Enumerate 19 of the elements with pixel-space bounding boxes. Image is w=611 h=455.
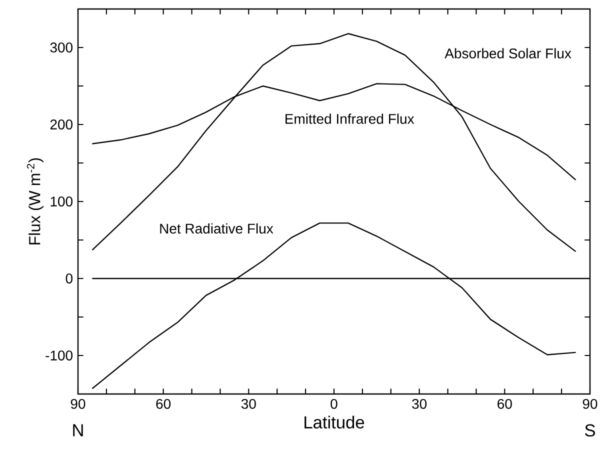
x-tick-label: 90	[582, 398, 598, 409]
y-tick-label: -100	[46, 350, 73, 360]
x-tick-label: 90	[70, 398, 86, 409]
text: N	[73, 424, 83, 436]
x-tick-label: 60	[156, 398, 171, 409]
series-label: Net Radiative Flux	[160, 223, 274, 234]
y-axis-title: Flux (W m$^{-2}$)	[26, 158, 44, 244]
y-tick-label: 200	[50, 120, 73, 130]
legend-label: Absorbed Solar Flux	[444, 48, 572, 58]
x-tick-label: 30	[241, 398, 256, 409]
y-tick-label: 300	[50, 42, 73, 52]
x-tick-label: 60	[498, 398, 512, 409]
y-tick-label: 100	[50, 196, 73, 206]
x-tick-label: 30	[412, 398, 427, 409]
series-label: Emitted Infrared Flux	[286, 114, 414, 124]
x-tick-label: 0	[330, 398, 338, 409]
x-axis-title: Latitude	[304, 416, 364, 429]
text: S	[585, 424, 595, 437]
y-tick-label: 0	[66, 274, 73, 284]
